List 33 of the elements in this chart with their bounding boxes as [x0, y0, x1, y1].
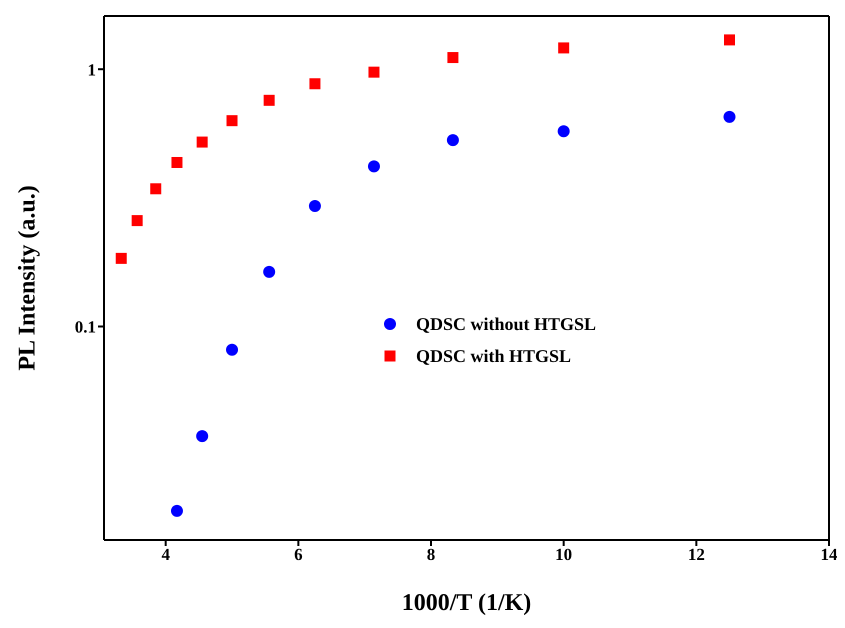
x-axis-title: 1000/T (1/K)	[402, 590, 532, 616]
point	[171, 156, 182, 168]
point	[116, 252, 127, 264]
point	[263, 266, 276, 278]
x-tick-label: 6	[294, 545, 303, 564]
x-tick-label: 14	[820, 545, 838, 564]
point	[558, 42, 570, 54]
point	[308, 200, 321, 212]
point	[132, 215, 143, 226]
point	[724, 110, 736, 123]
x-tick-label: 12	[688, 545, 705, 564]
x-tick-label: 4	[161, 545, 170, 564]
x-tick-label: 10	[555, 545, 572, 564]
legend-label: QDSC without HTGSL	[416, 313, 596, 336]
y-axis-title: PL Intensity (a.u.)	[14, 185, 41, 371]
x-tick-label: 8	[426, 545, 436, 564]
point	[226, 344, 238, 356]
point	[150, 183, 162, 194]
point	[368, 66, 380, 78]
point	[558, 125, 570, 138]
point	[724, 34, 736, 46]
point	[196, 136, 208, 148]
point	[170, 504, 183, 517]
point	[447, 52, 458, 64]
point	[368, 160, 380, 172]
point	[264, 94, 275, 106]
point	[446, 134, 459, 146]
y-tick-label: 1	[88, 60, 96, 80]
point	[196, 430, 208, 442]
y-tick-label: 0.1	[74, 318, 96, 337]
point	[226, 115, 238, 126]
legend-label: QDSC with HTGSL	[416, 345, 572, 368]
point	[309, 78, 320, 90]
